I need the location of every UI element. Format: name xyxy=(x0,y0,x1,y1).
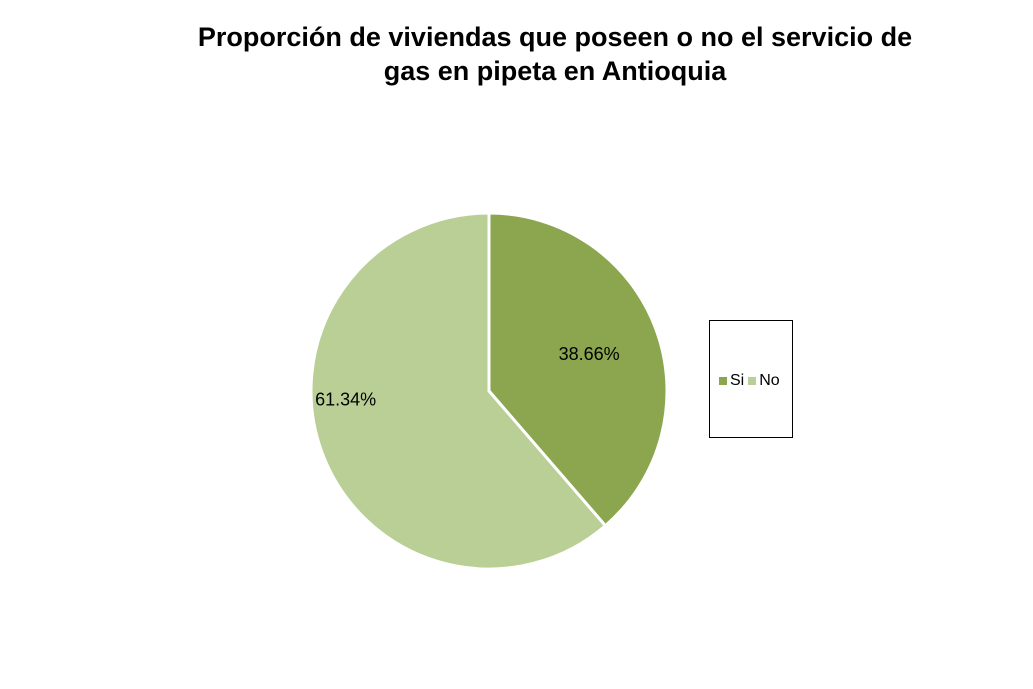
legend: Si No xyxy=(709,320,793,438)
chart-title-line-1: Proporción de viviendas que poseen o no … xyxy=(197,22,913,52)
pie-slice-si xyxy=(487,211,669,528)
legend-row: Si No xyxy=(719,372,784,390)
data-label-no: 61.34% xyxy=(315,390,376,410)
legend-swatch-si xyxy=(719,377,727,385)
legend-label-no: No xyxy=(759,372,780,389)
legend-item-si: Si xyxy=(719,372,744,390)
legend-item-no: No xyxy=(748,372,780,390)
chart-title-line-2: gas en pipeta en Antioquia xyxy=(383,56,727,86)
legend-swatch-no xyxy=(748,377,757,385)
legend-label-si: Si xyxy=(730,372,745,389)
chart-title: Proporción de viviendas que poseen o no … xyxy=(140,20,970,88)
data-label-si: 38.66% xyxy=(559,344,620,364)
pie-slice-no xyxy=(309,211,607,571)
